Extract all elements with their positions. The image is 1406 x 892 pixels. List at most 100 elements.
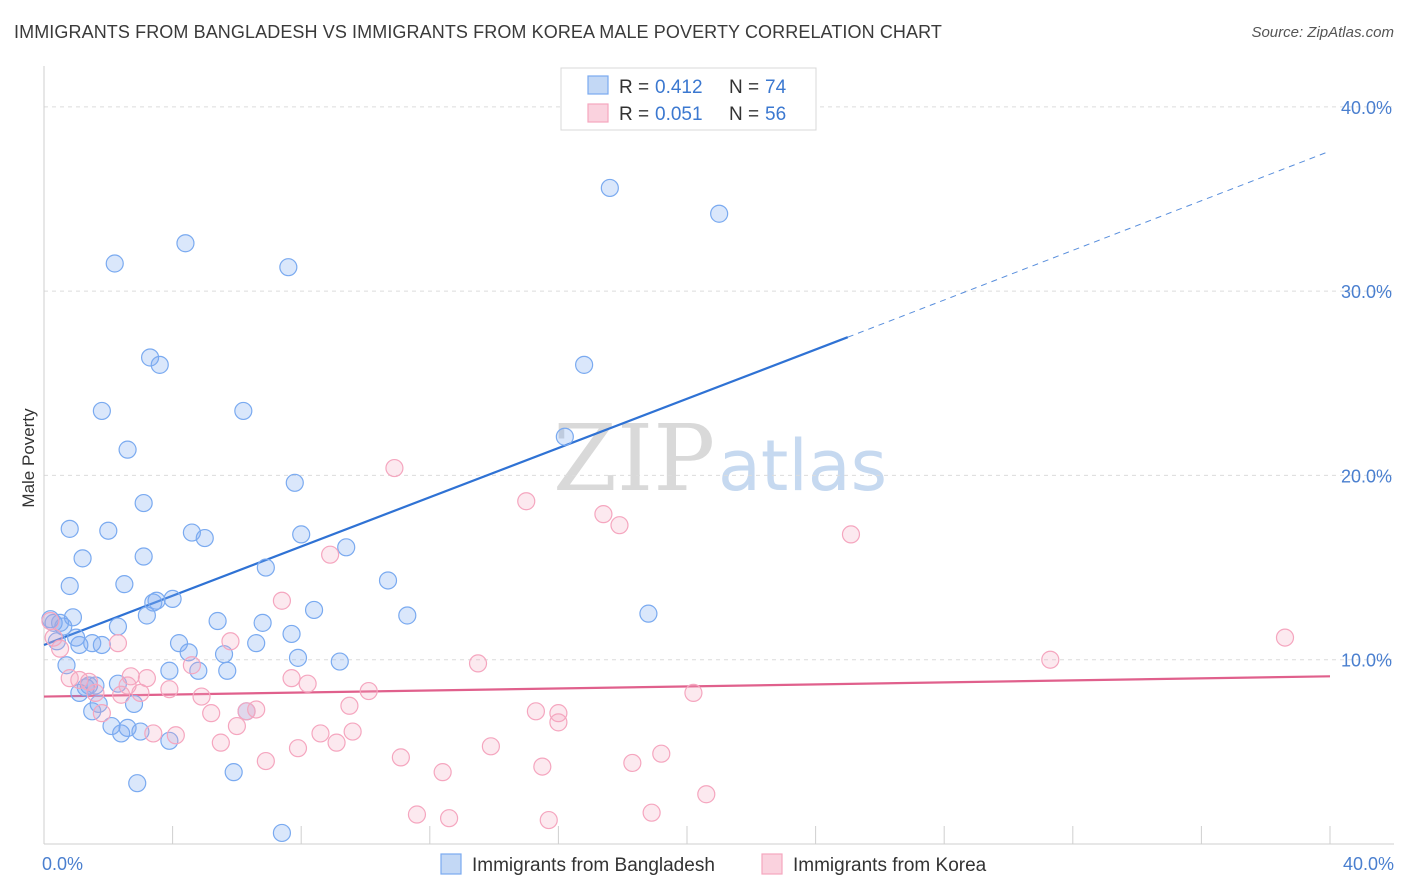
point-korea-49 xyxy=(594,505,613,524)
gridlines xyxy=(44,106,1394,661)
legend: R = 0.412 N = 74 R = 0.051 N = 56 xyxy=(560,67,817,131)
point-korea-50 xyxy=(610,516,629,535)
trend-lines xyxy=(43,150,1331,698)
point-bangladesh-57 xyxy=(272,823,292,843)
point-bangladesh-20 xyxy=(99,521,118,540)
point-korea-26 xyxy=(272,591,292,610)
point-korea-19 xyxy=(202,704,221,723)
point-korea-30 xyxy=(311,724,330,743)
point-korea-9 xyxy=(112,685,131,704)
point-korea-0 xyxy=(41,611,60,631)
point-korea-6 xyxy=(86,683,105,702)
point-bangladesh-18 xyxy=(92,401,111,421)
legend-r-label-2: R = xyxy=(619,104,649,125)
point-bangladesh-72 xyxy=(710,204,729,223)
point-korea-45 xyxy=(533,757,552,776)
point-korea-25 xyxy=(256,751,275,771)
point-bangladesh-71 xyxy=(639,604,658,623)
point-bangladesh-68 xyxy=(555,427,574,446)
y-tick-label-2: 30.0% xyxy=(1341,282,1392,302)
point-korea-24 xyxy=(247,700,266,719)
point-bangladesh-40 xyxy=(160,661,179,680)
x-tick-label-0: 0.0% xyxy=(42,854,83,874)
point-bangladesh-41 xyxy=(163,589,182,609)
point-bangladesh-30 xyxy=(128,774,147,793)
point-bangladesh-26 xyxy=(115,575,134,594)
point-korea-36 xyxy=(385,458,404,478)
point-bangladesh-52 xyxy=(234,401,253,421)
point-bangladesh-37 xyxy=(147,591,166,610)
point-bangladesh-24 xyxy=(108,617,128,636)
point-korea-48 xyxy=(549,704,568,723)
point-korea-16 xyxy=(166,726,185,745)
point-bangladesh-62 xyxy=(292,525,311,544)
bottom-legend: Immigrants from Bangladesh Immigrants fr… xyxy=(440,853,987,876)
watermark: ZIP atlas xyxy=(553,405,887,512)
trend-line-korea xyxy=(43,675,1331,698)
point-korea-47 xyxy=(549,713,568,732)
point-korea-20 xyxy=(211,733,230,752)
point-bangladesh-56 xyxy=(256,558,275,577)
point-korea-5 xyxy=(79,672,99,691)
point-korea-31 xyxy=(321,545,340,564)
point-bangladesh-29 xyxy=(124,694,144,714)
point-korea-13 xyxy=(137,669,156,688)
point-bangladesh-36 xyxy=(144,593,163,612)
point-bangladesh-1 xyxy=(44,613,63,632)
point-bangladesh-59 xyxy=(282,624,301,644)
point-bangladesh-35 xyxy=(140,348,160,367)
legend-n-label-1: N = xyxy=(729,77,759,98)
point-korea-33 xyxy=(340,696,359,715)
point-bangladesh-70 xyxy=(600,178,619,198)
point-korea-38 xyxy=(407,805,427,824)
point-korea-46 xyxy=(539,810,558,830)
point-bangladesh-54 xyxy=(247,634,266,653)
point-bangladesh-50 xyxy=(218,661,237,680)
legend-swatch-bangladesh xyxy=(587,75,609,95)
point-korea-51 xyxy=(623,753,642,773)
point-bangladesh-65 xyxy=(337,538,356,557)
point-bangladesh-58 xyxy=(279,258,298,277)
chart-source: Source: ZipAtlas.com xyxy=(1251,24,1394,41)
point-korea-8 xyxy=(108,634,128,653)
axes xyxy=(43,66,1394,845)
point-korea-37 xyxy=(391,748,410,767)
point-bangladesh-6 xyxy=(60,576,79,596)
chart-title: IMMIGRANTS FROM BANGLADESH VS IMMIGRANTS… xyxy=(14,22,942,42)
point-bangladesh-63 xyxy=(304,600,324,620)
point-bangladesh-66 xyxy=(378,571,398,590)
y-tick-label-1: 20.0% xyxy=(1341,466,1392,486)
y-axis-label: Male Poverty xyxy=(19,408,38,508)
point-bangladesh-64 xyxy=(330,652,349,671)
point-korea-21 xyxy=(221,632,240,651)
point-bangladesh-51 xyxy=(224,763,243,782)
legend-swatch-korea xyxy=(587,103,609,123)
point-korea-22 xyxy=(227,716,246,736)
point-korea-1 xyxy=(44,628,63,647)
point-bangladesh-67 xyxy=(398,606,417,625)
point-korea-40 xyxy=(439,809,459,828)
point-korea-43 xyxy=(517,492,536,511)
watermark-atlas: atlas xyxy=(718,425,887,507)
data-points xyxy=(41,178,1295,843)
point-korea-28 xyxy=(288,739,308,758)
point-bangladesh-11 xyxy=(73,549,92,568)
point-korea-14 xyxy=(144,724,163,743)
bottom-legend-label-bangladesh: Immigrants from Bangladesh xyxy=(472,855,715,876)
point-bangladesh-33 xyxy=(134,547,153,566)
point-korea-34 xyxy=(343,722,362,741)
point-korea-54 xyxy=(684,683,703,702)
point-korea-17 xyxy=(182,656,201,675)
point-korea-41 xyxy=(468,654,488,673)
point-bangladesh-22 xyxy=(105,254,124,273)
point-korea-18 xyxy=(192,687,211,706)
point-bangladesh-60 xyxy=(285,473,304,492)
point-korea-57 xyxy=(1041,650,1060,669)
point-bangladesh-55 xyxy=(253,613,272,632)
point-bangladesh-28 xyxy=(118,440,137,459)
bottom-legend-swatch-bangladesh xyxy=(440,853,462,875)
legend-n-value-1: 74 xyxy=(765,77,787,98)
legend-n-label-2: N = xyxy=(729,104,759,125)
watermark-zip: ZIP xyxy=(553,405,715,512)
point-bangladesh-21 xyxy=(102,716,121,736)
